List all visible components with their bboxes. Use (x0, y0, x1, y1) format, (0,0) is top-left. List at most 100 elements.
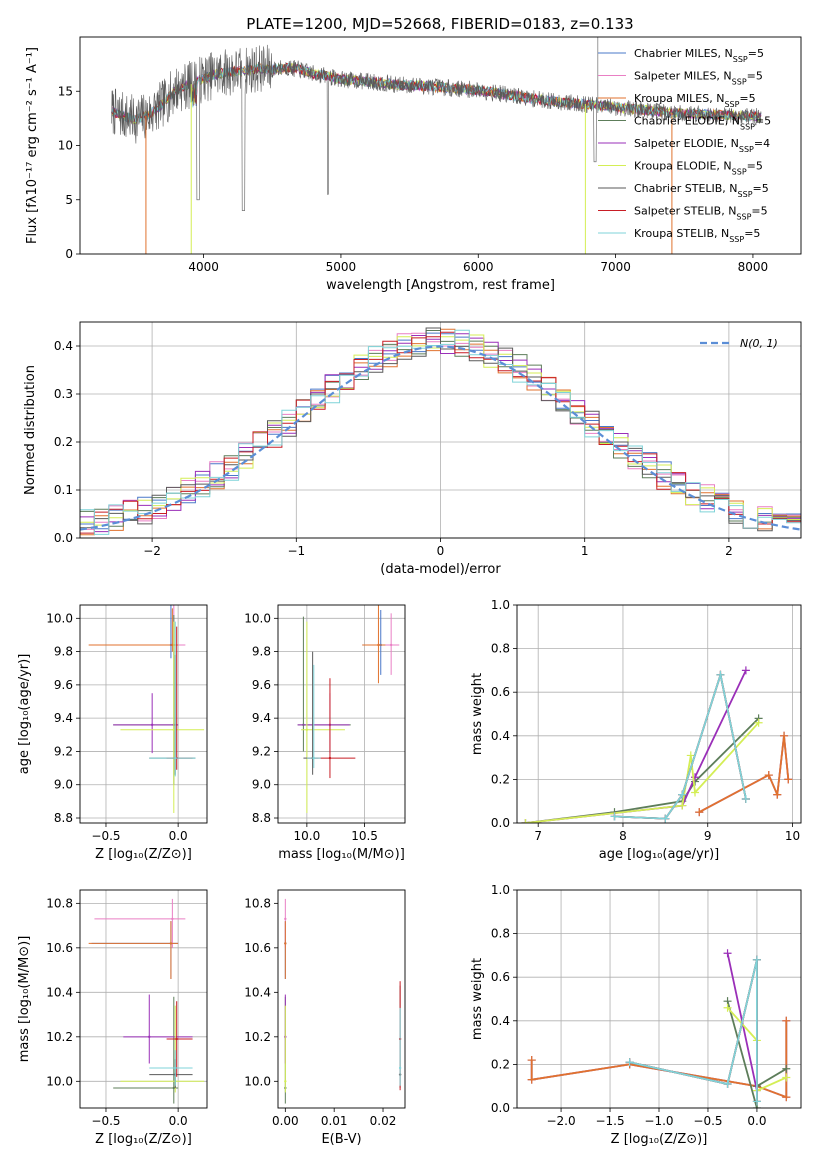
y-tick-label: 10.6 (46, 941, 73, 955)
weight-marker (610, 812, 619, 821)
errorbar-point (362, 609, 390, 675)
legend-text: Kroupa STELIB, N (634, 227, 729, 240)
y-tick-label: 9.6 (54, 678, 73, 692)
y-tick-label: 9.0 (252, 778, 271, 792)
spectrum-lines (111, 37, 762, 254)
errorbar-point (149, 1059, 193, 1088)
y-tick-label: 10.8 (244, 896, 271, 910)
data-point (284, 942, 287, 945)
legend-suffix: =5 (755, 115, 771, 128)
y-tick-label: 0.0 (491, 816, 510, 830)
x-tick-label: −0.5 (693, 1114, 722, 1128)
y-tick-label: 9.2 (54, 744, 73, 758)
y-tick-label: 0.8 (491, 927, 510, 941)
weight-marker (741, 795, 750, 804)
data-point (328, 756, 332, 760)
weight-marker (678, 790, 687, 799)
legend-subscript: SSP (732, 167, 747, 176)
errorbar-point (149, 621, 196, 777)
legend-suffix: =5 (739, 92, 755, 105)
legend-suffix: =5 (747, 70, 763, 83)
y-tick-label: 8.8 (54, 811, 73, 825)
axes-frame (79, 889, 208, 1109)
x-axis-label: (data-model)/error (380, 562, 501, 577)
y-tick-label: 0.0 (491, 1101, 510, 1115)
legend-text: Kroupa ELODIE, N (634, 160, 732, 173)
legend-suffix: =5 (751, 205, 767, 218)
y-axis-label: mass weight (470, 673, 485, 755)
y-tick-label: 0.3 (54, 387, 73, 401)
legend-subscript: SSP (740, 122, 755, 131)
errorbar-point (303, 651, 319, 775)
x-tick-label: 9 (704, 829, 712, 843)
axes-frame (277, 889, 406, 1109)
legend-text: Chabrier MILES, N (634, 47, 733, 60)
errorbar-point (306, 664, 321, 769)
errorbar-point (284, 1005, 287, 1093)
x-tick-label: −0.5 (91, 1114, 120, 1128)
errorbar-point (149, 654, 196, 775)
axes-frame (79, 36, 802, 255)
weight-marker (716, 670, 725, 679)
y-tick-label: 1.0 (491, 598, 510, 612)
mass-vs-ebv-errorbars (284, 898, 402, 1104)
legend-entry: Kroupa ELODIE, NSSP=5 (634, 160, 763, 177)
weight-line-salpeter-stelib (629, 959, 758, 1102)
legend-suffix: =4 (754, 137, 770, 150)
legend-entry: Kroupa MILES, NSSP=5 (634, 92, 756, 109)
y-tick-label: 15 (58, 84, 73, 98)
y-tick-label: 0 (65, 247, 73, 261)
x-tick-label: 8000 (738, 260, 769, 274)
y-tick-label: 10.0 (244, 611, 271, 625)
data-point (284, 1080, 287, 1083)
weight-marker (678, 801, 687, 810)
y-tick-label: 10.4 (244, 985, 271, 999)
legend-entry: Salpeter STELIB, NSSP=5 (634, 205, 768, 222)
errorbar-point (113, 614, 179, 785)
data-point (174, 1066, 177, 1070)
weight-marker (754, 718, 763, 727)
x-tick-label: 1 (581, 544, 589, 558)
y-tick-label: 10.2 (244, 1030, 271, 1044)
x-tick-label: 10.0 (294, 829, 321, 843)
legend-subscript: SSP (724, 100, 739, 109)
legend-entry: Chabrier ELODIE, NSSP=5 (634, 115, 771, 132)
y-tick-label: 0.4 (491, 729, 510, 743)
weight-marker (691, 773, 700, 782)
weight-line-chabrier-elodie (525, 717, 760, 823)
errorbar-point (113, 693, 179, 754)
y-tick-label: 8.8 (252, 811, 271, 825)
data-point (171, 917, 174, 921)
x-axis-label: Z [log₁₀(Z/Z⊙)] (95, 1132, 192, 1147)
legend-subscript: SSP (733, 55, 748, 64)
y-tick-label: 0.8 (491, 642, 510, 656)
y-tick-label: 5 (65, 193, 73, 207)
y-tick-label: 9.4 (252, 711, 271, 725)
y-tick-label: 10.8 (46, 896, 73, 910)
data-point (174, 756, 177, 760)
legend-suffix: =5 (748, 47, 764, 60)
weight-marker (752, 1097, 761, 1106)
x-tick-label: 7 (534, 829, 542, 843)
weight-line-chabrier-stelib (629, 959, 758, 1102)
y-axis-label: mass [log₁₀(M/M⊙)] (17, 936, 32, 1063)
errorbar-point (166, 1001, 193, 1077)
y-axis-label: Flux [fλ10⁻¹⁷ erg cm⁻² s⁻¹ A⁻¹] (25, 47, 40, 244)
data-point (150, 723, 154, 727)
age-vs-Z-panel: −0.5 0.0 8.8 9.0 9.2 9.4 9.6 9.8 10.0 Z [log₁₀(Z/… (17, 604, 208, 862)
weight-marker (723, 1003, 732, 1012)
data-point (389, 643, 393, 647)
x-tick-label: 0.00 (272, 1114, 299, 1128)
weight-vs-Z-panel: −2.0 −1.5 −1.0 −0.5 0.0 0.0 0.2 0.4 0.6 0.8 1.0 Z [… (470, 883, 802, 1147)
weight-marker (521, 819, 530, 823)
y-tick-label: 0.4 (491, 1014, 510, 1028)
legend-text: Salpeter STELIB, N (634, 205, 736, 218)
y-tick-label: 9.2 (252, 744, 271, 758)
legend-subscript: SSP (739, 145, 754, 154)
weight-vs-age-panel: 7 8 9 10 0.0 0.2 0.4 0.6 0.8 1.0 age [log₁₀(age/yr… (470, 598, 802, 862)
errorbar-point (398, 1007, 402, 1086)
errorbar-point (301, 621, 345, 814)
legend-entry: Salpeter MILES, NSSP=5 (634, 70, 763, 87)
